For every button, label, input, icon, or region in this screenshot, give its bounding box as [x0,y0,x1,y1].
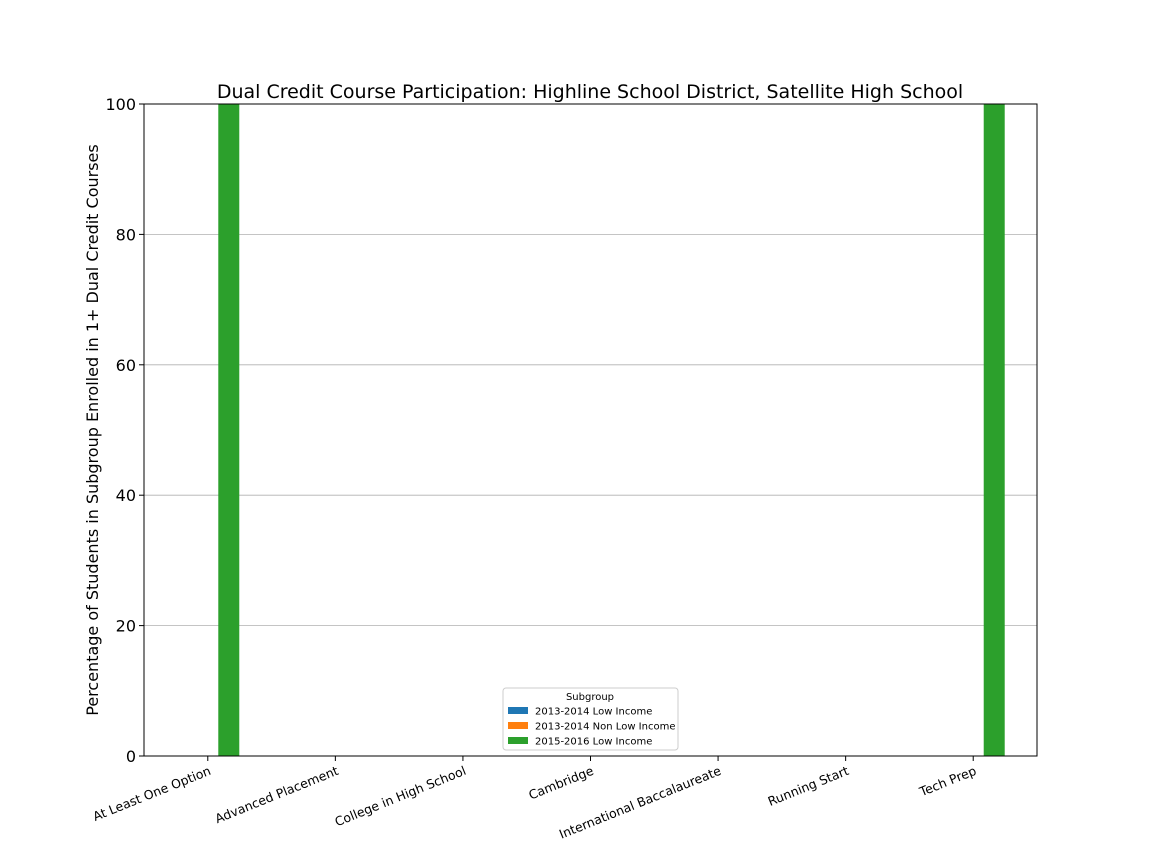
x-tick-label: Running Start [766,763,851,809]
legend-entry: 2013-2014 Low Income [535,707,652,718]
y-tick-label: 100 [105,95,136,114]
y-tick-label: 60 [116,356,136,375]
x-tick-label: College in High School [332,763,468,829]
plot-frame [143,103,1038,757]
legend-swatch [508,722,528,729]
legend: Subgroup 2013-2014 Low Income 2013-2014 N… [502,687,679,751]
chart-title: Dual Credit Course Participation: Highli… [217,81,963,103]
x-tick-label: Advanced Placement [213,763,341,826]
legend-swatch [508,737,528,744]
legend-entry: 2015-2016 Low Income [535,737,652,748]
legend-swatch [508,707,528,714]
legend-title: Subgroup [566,692,614,703]
y-axis-label: Percentage of Students in Subgroup Enrol… [83,144,102,715]
x-tick-label: At Least One Option [91,763,213,824]
y-tick-label: 80 [116,225,136,244]
x-axis: At Least One Option Advanced PlacementCol… [91,756,978,842]
y-tick-label: 20 [116,617,136,636]
bars [218,104,1005,756]
y-tick-label: 0 [126,747,136,766]
legend-box [502,687,679,751]
legend-entry: 2013-2014 Non Low Income [535,722,675,733]
bar [983,104,1005,756]
y-tick-label: 40 [116,486,136,505]
x-tick-label: Tech Prep [916,763,978,800]
bar [218,104,240,756]
y-axis: 0 20 40 60 80 100 [105,95,144,766]
gridlines [144,233,1037,626]
x-tick-label: Cambridge [526,763,596,803]
